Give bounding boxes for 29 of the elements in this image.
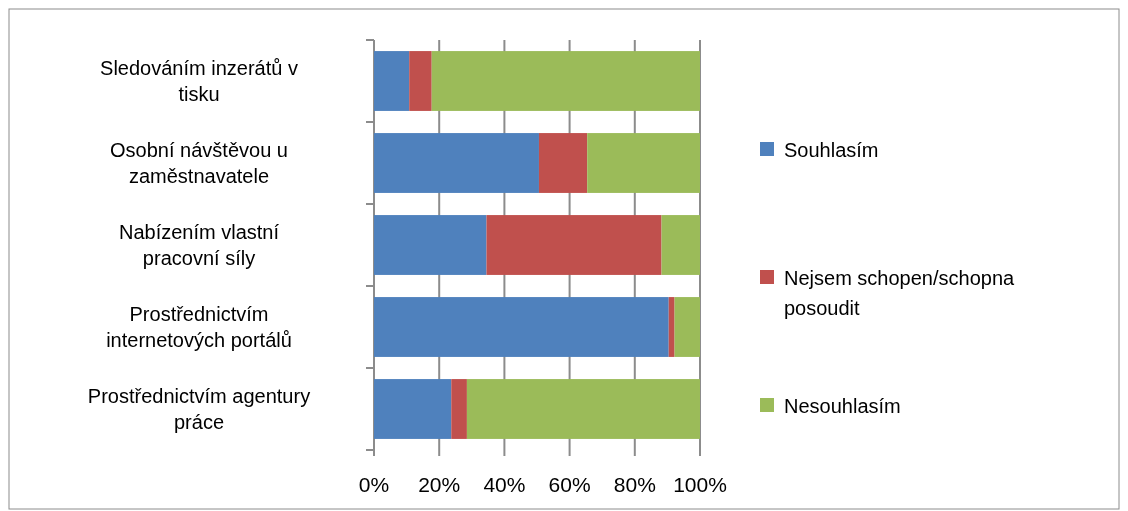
y-tick-label: Prostřednictvím internetových portálů: [106, 303, 292, 351]
bar: [668, 297, 675, 357]
x-tick-label: 100%: [673, 473, 727, 496]
bar: [374, 297, 669, 357]
bar: [587, 133, 700, 193]
bar: [451, 379, 467, 439]
x-tick-label: 60%: [548, 473, 591, 496]
y-tick-label: Nabízením vlastní pracovní síly: [118, 221, 280, 269]
bar: [374, 51, 410, 111]
y-tick-label: Sledováním inzerátů v tisku: [100, 57, 298, 105]
legend-label: Nesouhlasím: [784, 395, 901, 417]
bar: [409, 51, 432, 111]
bar: [538, 133, 588, 193]
bar: [661, 215, 700, 275]
bar: [486, 215, 662, 275]
bar: [431, 51, 700, 111]
bar: [374, 379, 452, 439]
y-tick-label: Osobní návštěvou u zaměstnavatele: [110, 139, 288, 187]
bar: [466, 379, 700, 439]
x-tick-label: 0%: [358, 473, 390, 496]
legend-label: Souhlasím: [784, 139, 879, 161]
bar: [374, 215, 487, 275]
legend-label: Nejsem schopen/schopna posoudit: [784, 267, 1016, 319]
x-tick-label: 40%: [483, 473, 526, 496]
y-tick-label: Prostřednictvím agentury práce: [87, 385, 311, 433]
x-tick-label: 20%: [418, 473, 461, 496]
x-tick-label: 80%: [613, 473, 656, 496]
bar: [374, 133, 539, 193]
bar: [674, 297, 700, 357]
